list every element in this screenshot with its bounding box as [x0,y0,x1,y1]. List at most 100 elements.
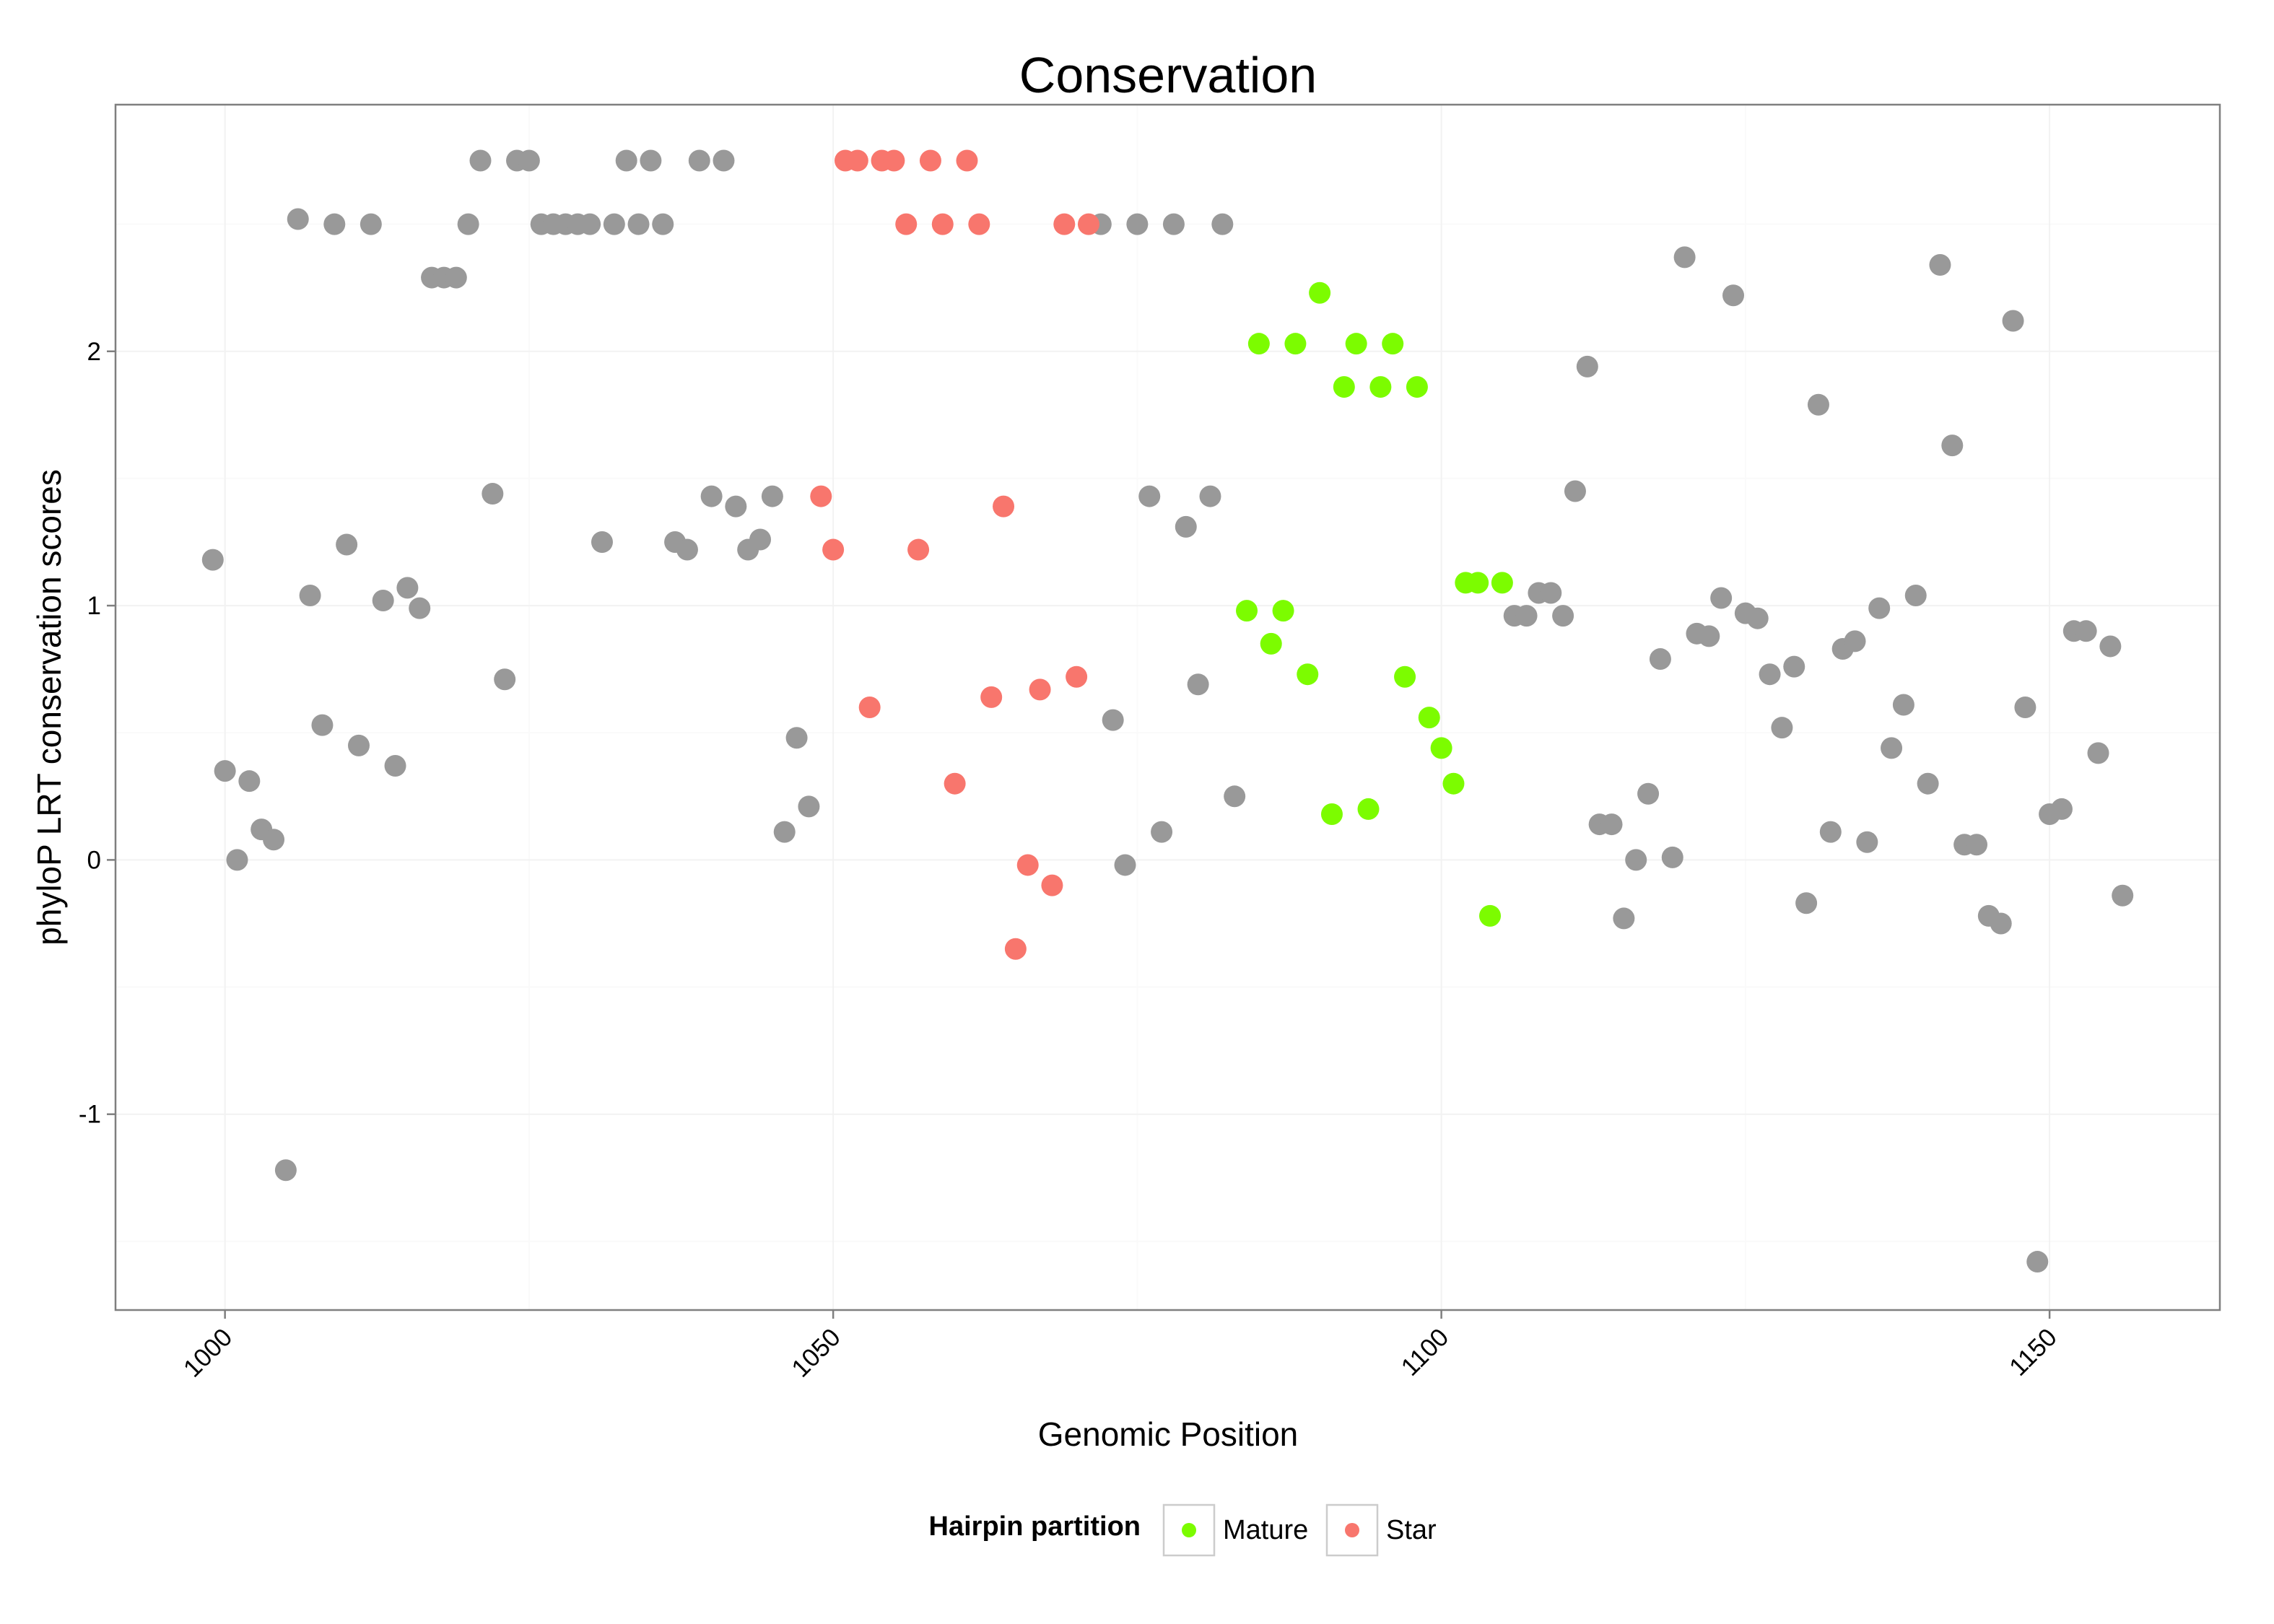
legend: Hairpin partition Mature Star [929,1503,1437,1557]
point-other [1515,605,1538,627]
point-other [238,770,261,793]
point-other [299,584,321,606]
point-other [1917,772,1939,795]
point-other [323,213,346,235]
point-other [1722,284,1745,307]
y-tick-label: 2 [87,338,101,366]
point-other [1199,485,1221,507]
point-other [627,213,650,235]
y-axis: -1 0 1 2 [79,338,116,1129]
point-star [919,149,941,172]
point-other [2026,1251,2049,1273]
point-star [956,149,978,172]
point-other [1710,587,1733,609]
point-other [2002,310,2024,332]
x-tick-label: 1000 [178,1323,238,1383]
point-other [1771,717,1793,739]
point-other [263,829,285,851]
point-other [1613,907,1635,930]
point-other [1151,821,1173,843]
point-other [1856,831,1878,853]
point-other [1625,849,1647,871]
point-other [1600,813,1623,836]
y-axis-title: phyloP LRT conservation scores [30,469,68,946]
x-tick-label: 1100 [1395,1323,1454,1381]
point-other [785,727,808,749]
point-other [384,755,406,777]
point-other [1698,625,1720,647]
point-other [1138,485,1161,507]
point-other [591,531,613,553]
point-other [2087,742,2109,764]
point-other [360,213,382,235]
point-other [798,795,820,818]
point-other [1114,854,1136,876]
point-other [1102,709,1124,731]
legend-title: Hairpin partition [929,1511,1141,1542]
point-star [907,538,930,561]
point-other [469,149,492,172]
legend-label-mature: Mature [1223,1515,1308,1545]
point-mature [1479,904,1502,927]
point-other [1746,607,1769,629]
point-mature [1442,772,1465,795]
point-mature [1309,281,1331,304]
point-other [2099,635,2122,658]
y-tick-label: -1 [79,1101,101,1129]
point-other [1844,630,1866,652]
point-other [494,668,516,691]
point-other [725,495,747,518]
point-mature [1382,333,1404,355]
point-mature [1272,600,1294,622]
point-star [1053,213,1076,235]
point-other [1929,253,1951,276]
point-other [409,597,431,619]
y-tick-label: 1 [87,592,101,620]
point-other [1564,480,1586,502]
point-other [1759,663,1781,686]
point-other [1807,393,1829,416]
point-other [445,266,467,289]
point-other [1966,834,1988,856]
legend-item-star: Star [1325,1503,1437,1557]
point-other [1661,846,1683,868]
point-other [676,538,698,561]
point-other [396,577,419,599]
point-other [1637,782,1660,805]
point-star [993,495,1015,518]
point-other [1795,892,1818,914]
point-other [688,149,710,172]
point-star [883,149,905,172]
point-mature [1467,572,1489,594]
point-other [1783,655,1805,678]
point-other [1819,821,1842,843]
point-other [201,549,224,571]
point-other [287,208,309,230]
point-other [1540,582,1562,604]
point-star [968,213,990,235]
point-other [1673,246,1696,269]
x-axis: 1000 1050 1100 1150 [178,1310,2062,1383]
point-mature [1418,707,1440,729]
legend-entries: Mature Star [1162,1503,1437,1557]
point-other [311,714,334,736]
point-other [518,149,540,172]
y-tick-label: 0 [87,846,101,874]
point-mature [1345,333,1367,355]
point-mature [1236,600,1258,622]
point-mature [1491,572,1513,594]
point-star [931,213,954,235]
point-other [713,149,735,172]
point-star [1066,665,1088,688]
point-mature [1284,333,1307,355]
legend-key-dot [1345,1523,1359,1537]
point-other [457,213,479,235]
point-mature [1357,798,1380,820]
point-other [347,734,370,756]
point-other [2075,620,2097,642]
point-other [700,485,723,507]
point-other [603,213,625,235]
point-other [1126,213,1149,235]
data-points [201,149,2134,1273]
